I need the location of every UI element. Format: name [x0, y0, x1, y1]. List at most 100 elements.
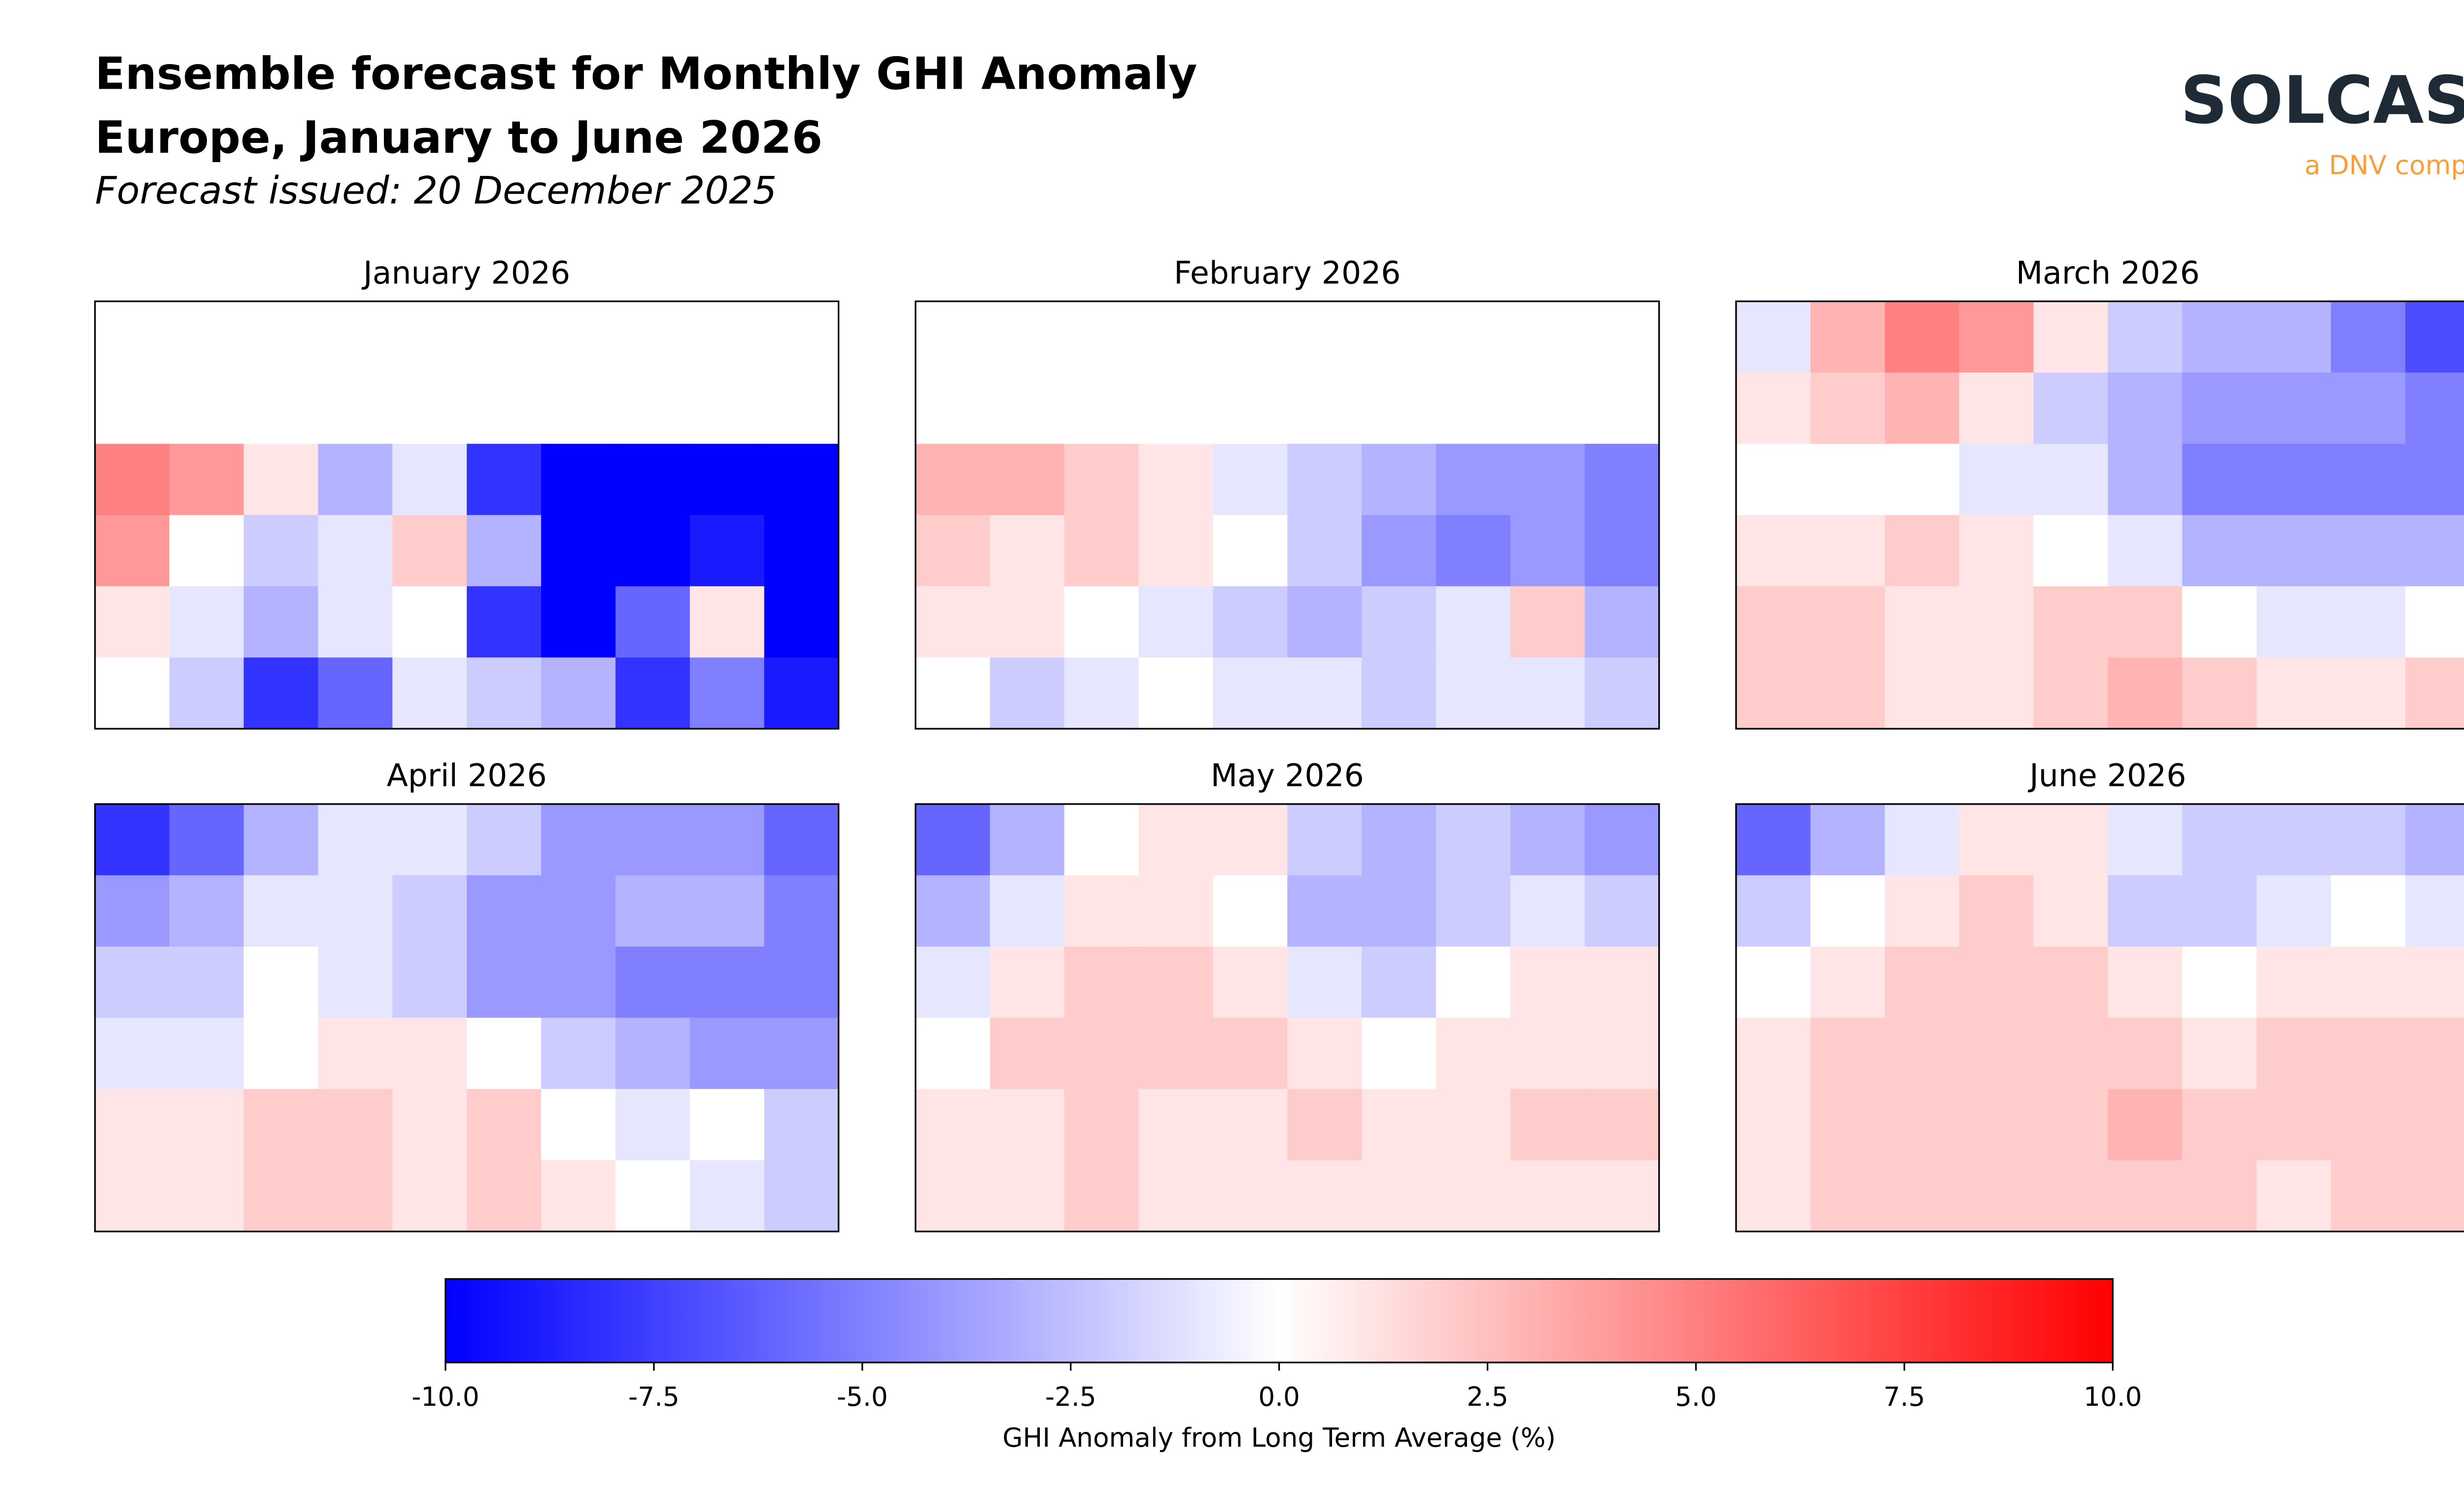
heatmap-cell: [615, 804, 691, 876]
heatmap-cell: [1736, 515, 1812, 587]
heatmap-cell: [467, 657, 542, 730]
heatmap-cell: [2182, 1018, 2258, 1090]
heatmap-cell: [2257, 586, 2332, 658]
heatmap-cell: [169, 1018, 244, 1090]
heatmap-cell: [2108, 1089, 2183, 1161]
heatmap-cell: [467, 804, 542, 876]
heatmap-cell: [1884, 1160, 1960, 1232]
heatmap-cell: [1213, 875, 1288, 948]
heatmap-cell: [2405, 443, 2464, 516]
heatmap-cell: [764, 586, 839, 658]
heatmap-cell: [169, 1160, 244, 1232]
heatmap-cell: [243, 586, 319, 658]
heatmap-cell: [1959, 1018, 2034, 1090]
heatmap-cell: [2405, 1160, 2464, 1232]
heatmap-cell: [764, 443, 839, 516]
heatmap-cell: [1584, 1018, 1660, 1090]
heatmap-cell: [2108, 443, 2183, 516]
heatmap-cell: [1510, 875, 1586, 948]
heatmap-cell: [2182, 946, 2258, 1018]
heatmap-cell: [2108, 1160, 2183, 1232]
panel-frame: [1735, 803, 2464, 1232]
heatmap-cell: [1810, 373, 1885, 444]
heatmap-cell: [1064, 515, 1139, 587]
heatmap-cell: [1362, 804, 1437, 876]
heatmap-cell: [1362, 1018, 1437, 1090]
heatmap-cell: [95, 875, 170, 948]
heatmap-cell: [1138, 875, 1214, 948]
heatmap-cell: [2330, 1089, 2406, 1161]
heatmap-cell: [1064, 443, 1139, 516]
heatmap-cell: [2033, 301, 2109, 373]
heatmap-cell: [2257, 443, 2332, 516]
heatmap-cell: [318, 1018, 393, 1090]
heatmap-cell: [541, 657, 616, 730]
heatmap-cell: [392, 875, 468, 948]
heatmap-cell: [1736, 1160, 1812, 1232]
heatmap-cell: [2033, 515, 2109, 587]
heatmap-cell: [689, 515, 765, 587]
heatmap-cell: [2405, 946, 2464, 1018]
heatmap-cell: [1362, 1089, 1437, 1161]
heatmap-cell: [990, 586, 1065, 658]
heatmap-cell: [1064, 1160, 1139, 1232]
heatmap-cell: [1510, 1160, 1586, 1232]
heatmap-cell: [1138, 804, 1214, 876]
heatmap-cell: [689, 1089, 765, 1161]
heatmap-cell: [1436, 1018, 1511, 1090]
heatmap-cell: [1510, 1018, 1586, 1090]
heatmap-cell: [1510, 443, 1586, 516]
heatmap-cell: [764, 515, 839, 587]
heatmap-cell: [2330, 301, 2406, 373]
heatmap-cell: [2033, 373, 2109, 444]
heatmap-cell: [541, 443, 616, 516]
heatmap-cell: [1436, 515, 1511, 587]
heatmap-cell: [318, 657, 393, 730]
heatmap-cell: [2330, 946, 2406, 1018]
heatmap-cell: [2108, 875, 2183, 948]
heatmap-cell: [1138, 946, 1214, 1018]
colorbar-tick-label: 7.5: [1883, 1382, 1925, 1412]
heatmap-cell: [1287, 946, 1363, 1018]
colorbar-tick-label: -7.5: [628, 1382, 680, 1412]
heatmap-cell: [1810, 804, 1885, 876]
panel-title: January 2026: [361, 254, 570, 291]
colorbar: [445, 1278, 2114, 1363]
heatmap-cell: [467, 443, 542, 516]
heatmap-cell: [169, 443, 244, 516]
heatmap-cell: [1584, 875, 1660, 948]
heatmap-cell: [2108, 804, 2183, 876]
heatmap-cell: [1810, 586, 1885, 658]
heatmap-cell: [1287, 515, 1363, 587]
heatmap-cell: [764, 946, 839, 1018]
heatmap-cell: [1810, 1160, 1885, 1232]
heatmap-cell: [2182, 875, 2258, 948]
logo: SOLCAST: [2181, 63, 2464, 138]
heatmap-cell: [1510, 1089, 1586, 1161]
heatmap-cell: [1510, 586, 1586, 658]
heatmap-cell: [1362, 1160, 1437, 1232]
heatmap-cell: [1884, 443, 1960, 516]
heatmap-cell: [541, 1018, 616, 1090]
heatmap-cell: [2033, 1018, 2109, 1090]
heatmap-cell: [1213, 1018, 1288, 1090]
heatmap-cell: [243, 875, 319, 948]
heatmap-cell: [1959, 875, 2034, 948]
heatmap-cell: [1064, 586, 1139, 658]
heatmap-cell: [1213, 443, 1288, 516]
heatmap-cell: [1810, 1089, 1885, 1161]
heatmap-cell: [2182, 301, 2258, 373]
heatmap-cell: [1362, 515, 1437, 587]
heatmap-cell: [318, 1160, 393, 1232]
heatmap-cell: [2182, 1160, 2258, 1232]
heatmap-cell: [1584, 1089, 1660, 1161]
heatmap-cell: [1736, 804, 1812, 876]
heatmap-cell: [2108, 586, 2183, 658]
heatmap-cell: [2033, 443, 2109, 516]
heatmap-cell: [615, 1018, 691, 1090]
heatmap-cell: [2257, 657, 2332, 730]
heatmap-cell: [1436, 804, 1511, 876]
heatmap-cell: [615, 586, 691, 658]
heatmap-cell: [1810, 946, 1885, 1018]
heatmap-cell: [915, 443, 991, 516]
